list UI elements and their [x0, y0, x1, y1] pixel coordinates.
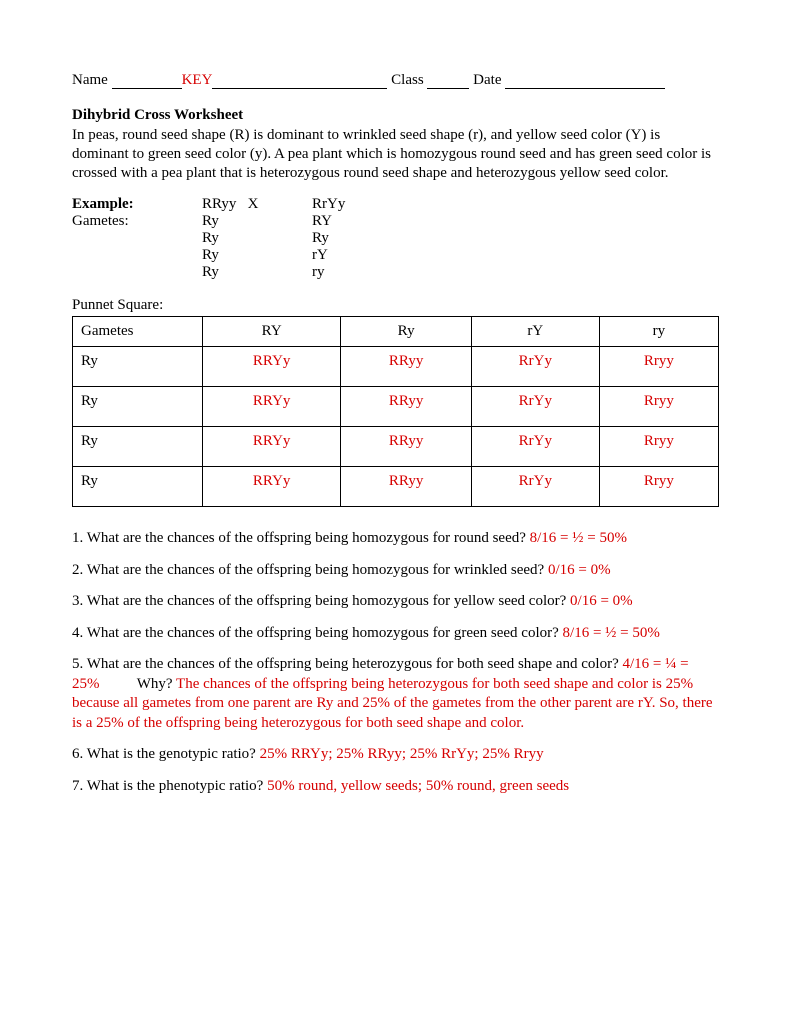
cross-left: RRyy X	[202, 196, 312, 213]
punnett-cell: RrYy	[471, 347, 599, 387]
question-4: 4. What are the chances of the offspring…	[72, 624, 719, 644]
punnett-label: Punnet Square:	[72, 297, 719, 314]
q4-answer: 8/16 = ½ = 50%	[563, 625, 660, 641]
punnett-cell: RRyy	[341, 347, 472, 387]
punnett-rowhead-1: Ry	[73, 387, 203, 427]
punnett-cell: Rryy	[599, 467, 718, 507]
answer-key-label: KEY	[182, 72, 213, 88]
name-blank-post	[212, 88, 387, 89]
header-line: Name KEY Class Date	[72, 72, 719, 89]
date-label: Date	[473, 72, 501, 88]
q2-text: 2. What are the chances of the offspring…	[72, 562, 548, 578]
punnett-col-3: ry	[599, 317, 718, 347]
q3-answer: 0/16 = 0%	[570, 593, 633, 609]
q5-why: Why?	[137, 676, 176, 692]
gamete-left-0: Ry	[202, 213, 312, 230]
table-row: Ry RRYy RRyy RrYy Rryy	[73, 427, 719, 467]
punnett-rowhead-3: Ry	[73, 467, 203, 507]
parent2-genotype: RrYy	[312, 196, 392, 213]
punnett-square-table: Gametes RY Ry rY ry Ry RRYy RRyy RrYy Rr…	[72, 316, 719, 507]
intro-paragraph: In peas, round seed shape (R) is dominan…	[72, 126, 719, 182]
q2-answer: 0/16 = 0%	[548, 562, 611, 578]
gamete-left-3: Ry	[202, 264, 312, 281]
punnett-cell: Rryy	[599, 387, 718, 427]
punnett-cell: RRyy	[341, 427, 472, 467]
q6-text: 6. What is the genotypic ratio?	[72, 746, 260, 762]
gamete-right-0: RY	[312, 213, 392, 230]
punnett-rowhead-0: Ry	[73, 347, 203, 387]
punnett-col-0: RY	[203, 317, 341, 347]
q7-text: 7. What is the phenotypic ratio?	[72, 778, 267, 794]
punnett-col-1: Ry	[341, 317, 472, 347]
q6-answer: 25% RRYy; 25% RRyy; 25% RrYy; 25% Rryy	[260, 746, 544, 762]
punnett-cell: Rryy	[599, 427, 718, 467]
example-block: Example: RRyy X RrYy Gametes: Ry RY Ry R…	[72, 196, 719, 281]
example-label: Example:	[72, 196, 202, 213]
punnett-cell: RRyy	[341, 387, 472, 427]
q1-answer: 8/16 = ½ = 50%	[530, 530, 627, 546]
question-5: 5. What are the chances of the offspring…	[72, 655, 719, 733]
punnett-cell: RRyy	[341, 467, 472, 507]
q1-text: 1. What are the chances of the offspring…	[72, 530, 530, 546]
punnett-cell: RRYy	[203, 387, 341, 427]
gametes-label: Gametes:	[72, 213, 202, 230]
worksheet-page: Name KEY Class Date Dihybrid Cross Works…	[0, 0, 791, 1024]
parent1-genotype: RRyy	[202, 196, 236, 212]
q3-text: 3. What are the chances of the offspring…	[72, 593, 570, 609]
punnett-cell: RrYy	[471, 427, 599, 467]
punnett-cell: RrYy	[471, 387, 599, 427]
worksheet-title: Dihybrid Cross Worksheet	[72, 107, 719, 124]
question-2: 2. What are the chances of the offspring…	[72, 561, 719, 581]
punnett-corner: Gametes	[73, 317, 203, 347]
name-label: Name	[72, 72, 108, 88]
q7-answer: 50% round, yellow seeds; 50% round, gree…	[267, 778, 569, 794]
punnett-cell: RRYy	[203, 347, 341, 387]
cross-symbol: X	[248, 196, 259, 212]
question-1: 1. What are the chances of the offspring…	[72, 529, 719, 549]
gamete-right-1: Ry	[312, 230, 392, 247]
class-blank	[427, 88, 469, 89]
q4-text: 4. What are the chances of the offspring…	[72, 625, 563, 641]
gamete-right-3: ry	[312, 264, 392, 281]
date-blank	[505, 88, 665, 89]
punnett-cell: Rryy	[599, 347, 718, 387]
class-label: Class	[391, 72, 424, 88]
gamete-left-2: Ry	[202, 247, 312, 264]
q5-text: 5. What are the chances of the offspring…	[72, 656, 623, 672]
question-6: 6. What is the genotypic ratio? 25% RRYy…	[72, 745, 719, 765]
punnett-cell: RRYy	[203, 467, 341, 507]
punnett-col-2: rY	[471, 317, 599, 347]
table-row: Ry RRYy RRyy RrYy Rryy	[73, 467, 719, 507]
name-blank-pre	[112, 88, 182, 89]
gamete-right-2: rY	[312, 247, 392, 264]
table-row: Ry RRYy RRyy RrYy Rryy	[73, 347, 719, 387]
table-header-row: Gametes RY Ry rY ry	[73, 317, 719, 347]
gamete-left-1: Ry	[202, 230, 312, 247]
question-7: 7. What is the phenotypic ratio? 50% rou…	[72, 777, 719, 797]
punnett-rowhead-2: Ry	[73, 427, 203, 467]
question-3: 3. What are the chances of the offspring…	[72, 592, 719, 612]
punnett-cell: RRYy	[203, 427, 341, 467]
table-row: Ry RRYy RRyy RrYy Rryy	[73, 387, 719, 427]
punnett-cell: RrYy	[471, 467, 599, 507]
